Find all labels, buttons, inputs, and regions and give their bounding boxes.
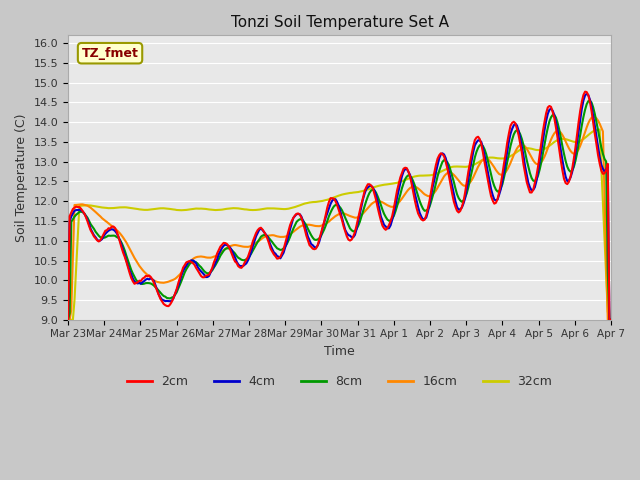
Y-axis label: Soil Temperature (C): Soil Temperature (C) xyxy=(15,113,28,242)
Legend: 2cm, 4cm, 8cm, 16cm, 32cm: 2cm, 4cm, 8cm, 16cm, 32cm xyxy=(122,370,557,393)
X-axis label: Time: Time xyxy=(324,345,355,358)
Text: TZ_fmet: TZ_fmet xyxy=(82,47,138,60)
Title: Tonzi Soil Temperature Set A: Tonzi Soil Temperature Set A xyxy=(230,15,449,30)
